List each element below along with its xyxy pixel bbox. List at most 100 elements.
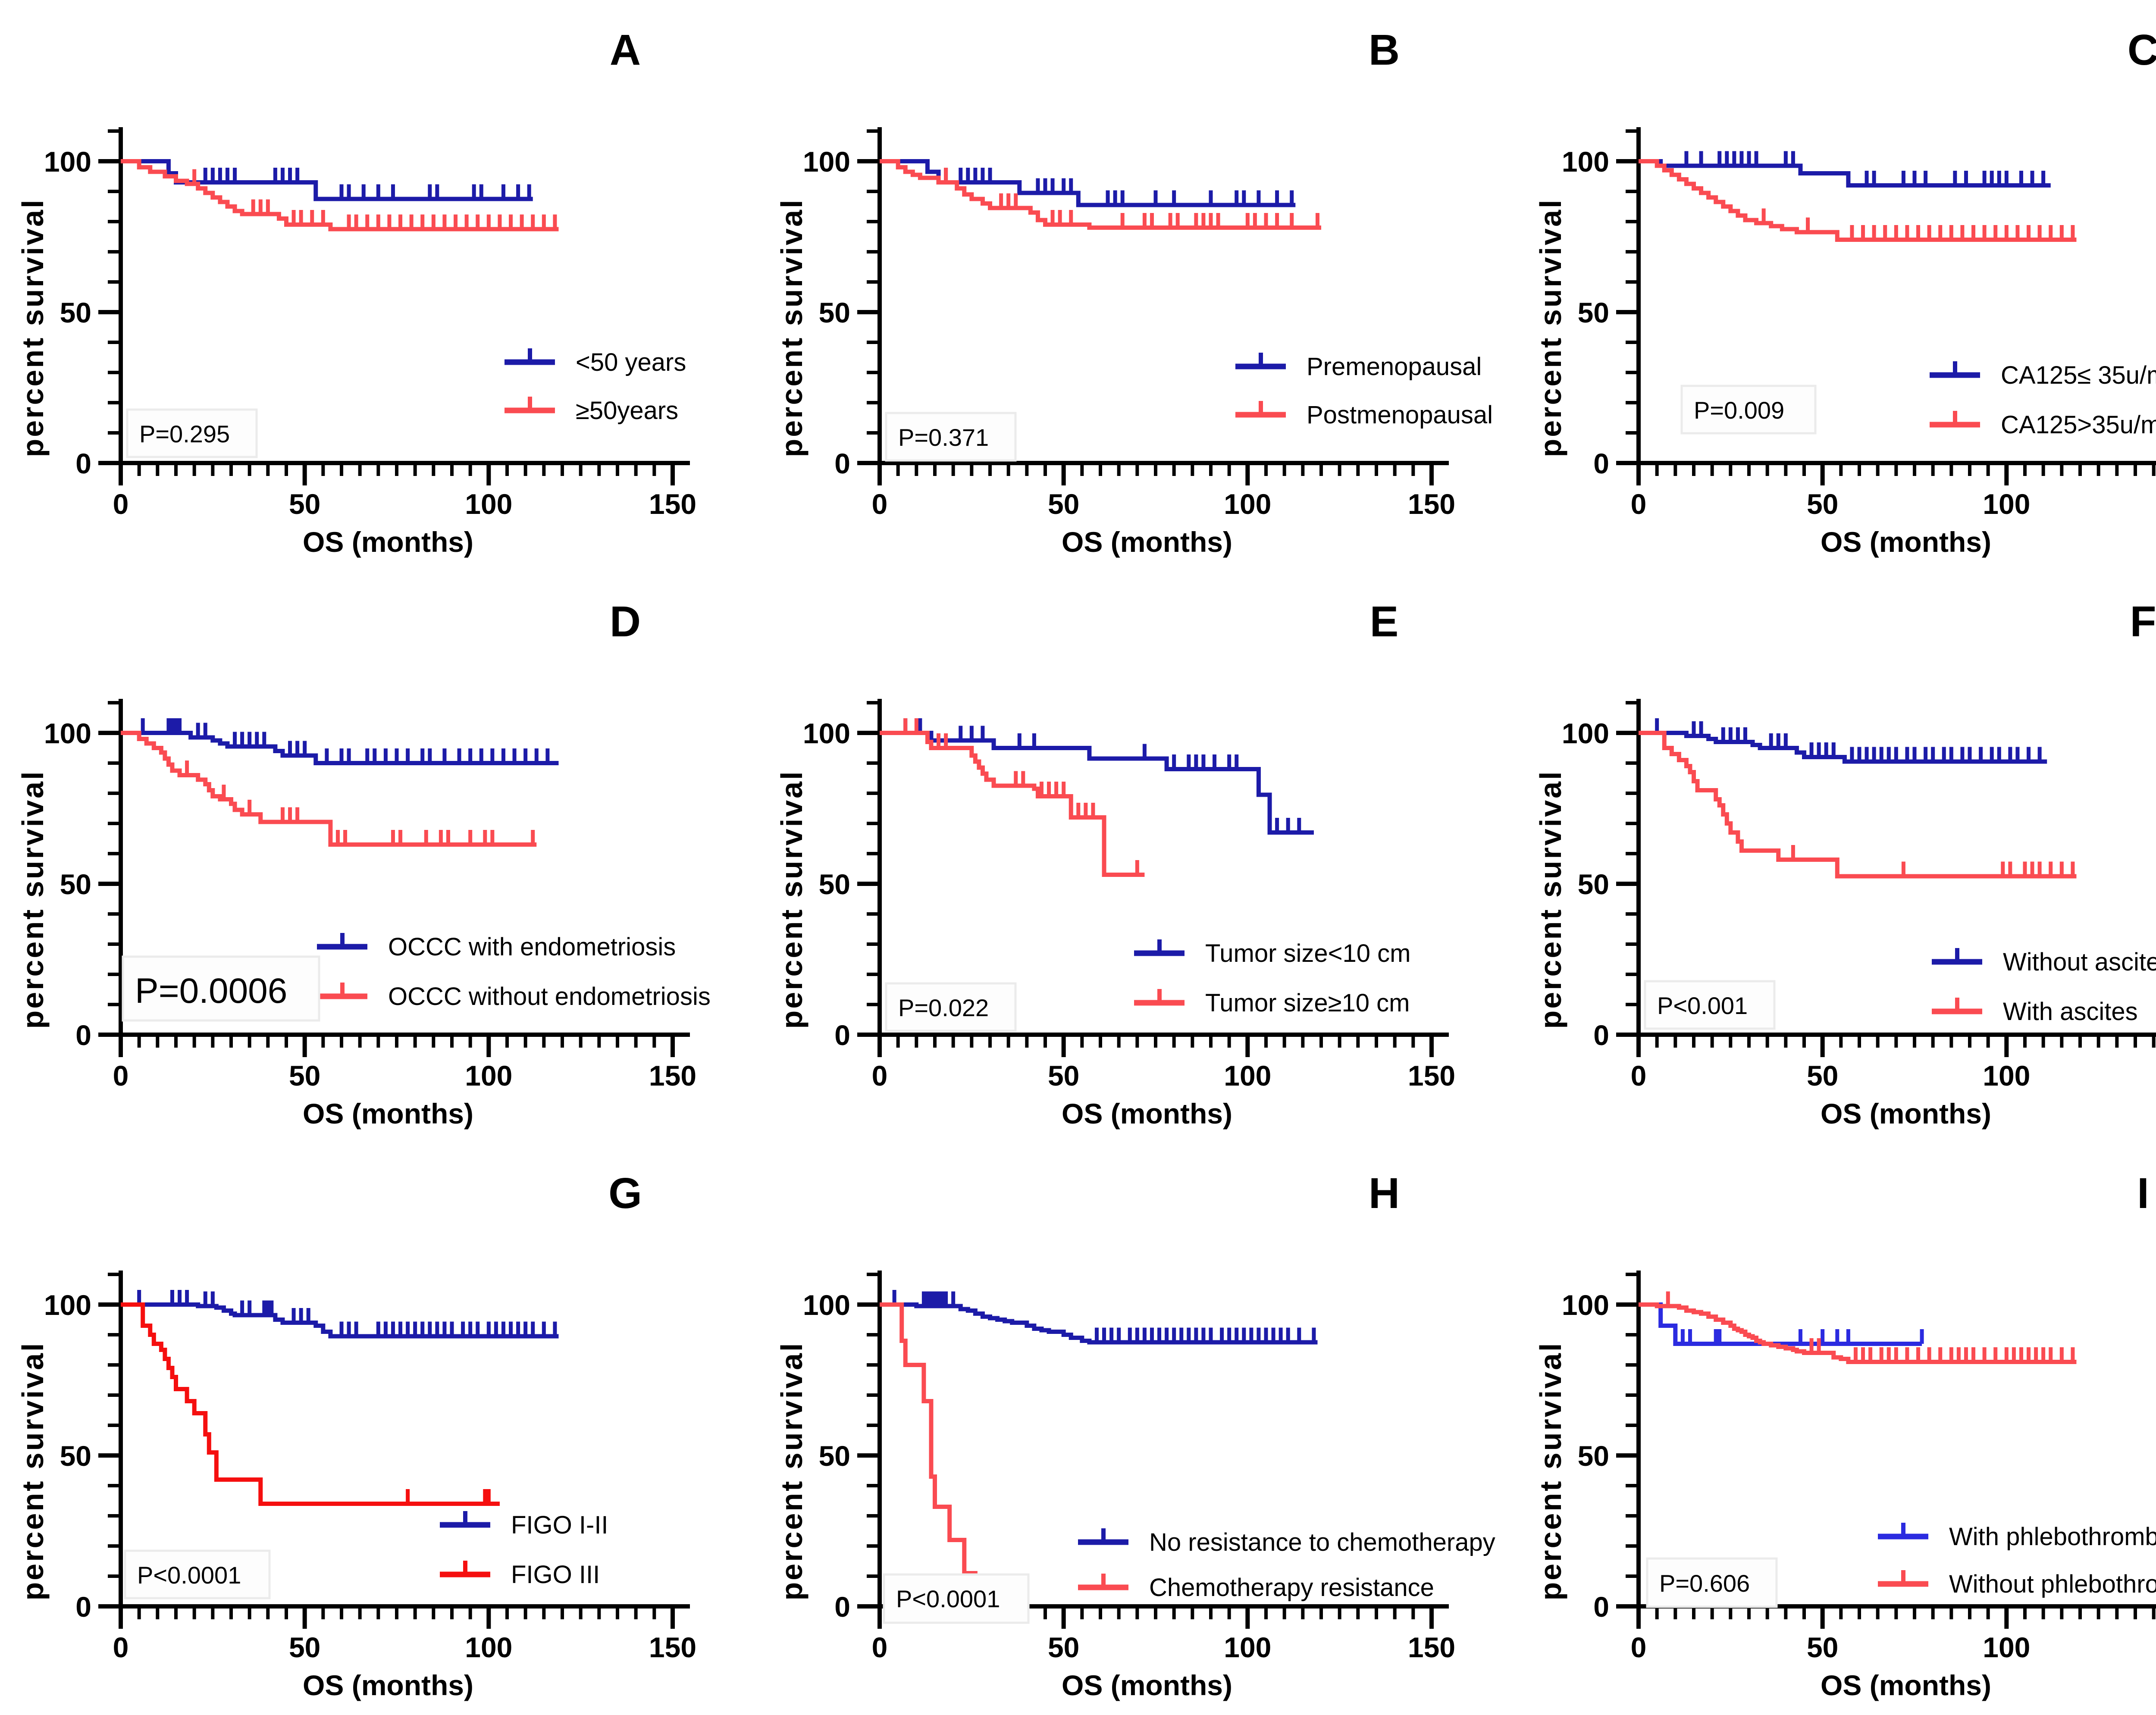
p-value-box: P=0.009 [1680, 385, 1817, 435]
axes [98, 1271, 690, 1629]
x-tick-label: 100 [1224, 1060, 1271, 1092]
y-tick-label: 0 [75, 448, 91, 479]
legend: Without ascites With ascites [1932, 948, 2156, 1026]
y-tick-label: 100 [44, 717, 91, 749]
legend: Premenopausal Postmenopausal [1235, 353, 1493, 429]
x-tick-label: 150 [649, 488, 696, 520]
panel-letter: C [2128, 26, 2156, 74]
legend: No resistance to chemotherapy Chemotherap… [1078, 1528, 1495, 1602]
km-panel-H: 0 50 100 150 0 50 100 OS (months) percent surviv… [759, 1143, 1518, 1715]
censor-ticks-blue [137, 1290, 557, 1336]
survival-curve-red [1639, 159, 2077, 242]
censor-ticks-blue [141, 718, 550, 763]
p-value-box-frame [1644, 980, 1776, 1030]
km-plot-E: 0 50 100 150 0 50 100 OS (months) percent surviv… [775, 598, 1455, 1130]
p-value-box: P<0.0001 [124, 1549, 271, 1599]
survival-curve-red [1639, 1302, 2077, 1364]
x-tick-label: 50 [1807, 1631, 1838, 1663]
legend-label: No resistance to chemotherapy [1149, 1528, 1495, 1556]
legend: Tumor size<10 cm Tumor size≥10 cm [1134, 939, 1411, 1017]
p-value-box-frame [122, 955, 320, 1022]
x-axis-title: OS (months) [1821, 526, 1991, 558]
y-tick-label: 100 [803, 1289, 850, 1321]
p-value-box: P=0.022 [885, 982, 1017, 1032]
legend-label: Tumor size<10 cm [1205, 939, 1411, 967]
y-tick-label: 50 [60, 297, 91, 329]
p-value-label: P<0.001 [1657, 992, 1748, 1019]
y-axis-title: percent survival [1534, 770, 1567, 1029]
survival-curve-red [121, 1302, 500, 1506]
km-plot-B: 0 50 100 150 0 50 100 OS (months) percent surviv… [775, 26, 1493, 558]
x-tick-label: 50 [1807, 488, 1838, 520]
y-tick-label: 100 [1562, 1289, 1609, 1321]
legend-label: OCCC with endometriosis [388, 933, 676, 961]
legend-label: Postmenopausal [1307, 401, 1493, 429]
censor-ticks-blue [203, 168, 531, 199]
x-axis-title: OS (months) [1062, 1669, 1232, 1701]
y-tick-label: 100 [803, 717, 850, 749]
x-tick-label: 100 [1983, 488, 2030, 520]
p-value-label: P=0.371 [898, 424, 989, 451]
x-tick-label: 100 [1224, 1631, 1271, 1663]
y-axis-title: percent survival [775, 770, 808, 1029]
p-value-box-frame [126, 408, 258, 458]
x-axis-title: OS (months) [303, 1098, 473, 1130]
y-tick-label: 50 [60, 868, 91, 900]
p-value-box: P=0.371 [885, 412, 1017, 462]
censor-ticks-blue [1655, 718, 2042, 762]
y-tick-label: 100 [803, 146, 850, 178]
legend-label: Chemotherapy resistance [1149, 1574, 1434, 1602]
panel-letter: G [608, 1169, 642, 1217]
km-plot-A: 0 50 100 150 0 50 100 OS (months) percent surviv… [16, 26, 696, 558]
legend-label: Without ascites [2003, 948, 2156, 976]
censor-ticks-red [944, 168, 1319, 228]
y-tick-label: 100 [1562, 717, 1609, 749]
censor-ticks-red [185, 760, 535, 845]
x-tick-label: 100 [465, 488, 512, 520]
legend: With phlebothrombosis Without phlebothrom… [1878, 1523, 2156, 1598]
p-value-label: P=0.295 [139, 420, 230, 448]
y-tick-label: 0 [834, 1019, 850, 1051]
legend-label: CA125≤ 35u/mL [2001, 361, 2156, 389]
x-tick-label: 150 [649, 1060, 696, 1092]
p-value-box-frame [885, 982, 1017, 1032]
p-value-box: P=0.0006 [122, 955, 320, 1022]
censor-ticks-blue [892, 1290, 1316, 1343]
censor-ticks-red [406, 1489, 491, 1504]
panel-letter: F [2130, 598, 2156, 646]
y-tick-label: 0 [75, 1591, 91, 1623]
p-value-label: P<0.0001 [137, 1562, 241, 1589]
y-axis-title: percent survival [1534, 198, 1567, 457]
censor-ticks-red [903, 718, 1139, 875]
panel-letter: B [1369, 26, 1400, 74]
km-panel-B: 0 50 100 150 0 50 100 OS (months) percent surviv… [759, 0, 1518, 572]
survival-curve-blue [1639, 159, 2051, 188]
y-axis-title: percent survival [1534, 1342, 1567, 1601]
km-plot-D: 0 50 100 150 0 50 100 OS (months) percent surviv… [16, 598, 711, 1130]
censor-ticks-red [192, 169, 557, 229]
p-value-box: P<0.0001 [883, 1573, 1030, 1624]
legend-label: Premenopausal [1307, 353, 1482, 381]
x-axis-title: OS (months) [1821, 1669, 1991, 1701]
survival-curve-blue [880, 731, 1314, 835]
survival-curve-blue [880, 159, 1296, 207]
y-tick-label: 50 [819, 868, 850, 900]
x-tick-label: 150 [1408, 1060, 1455, 1092]
x-tick-label: 0 [1631, 488, 1647, 520]
p-value-label: P=0.606 [1659, 1570, 1750, 1597]
survival-curve-blue [121, 1302, 559, 1339]
legend-label: Without phlebothrombosis [1949, 1570, 2156, 1598]
panel-letter: A [610, 26, 641, 74]
censor-ticks-red [1791, 845, 2075, 876]
axes [98, 127, 690, 485]
y-tick-label: 0 [1593, 1019, 1609, 1051]
p-value-label: P<0.0001 [896, 1585, 1000, 1612]
axes [1616, 127, 2156, 485]
x-tick-label: 150 [1408, 488, 1455, 520]
axes [857, 699, 1449, 1057]
x-tick-label: 50 [289, 1631, 320, 1663]
y-tick-label: 50 [1578, 297, 1609, 329]
